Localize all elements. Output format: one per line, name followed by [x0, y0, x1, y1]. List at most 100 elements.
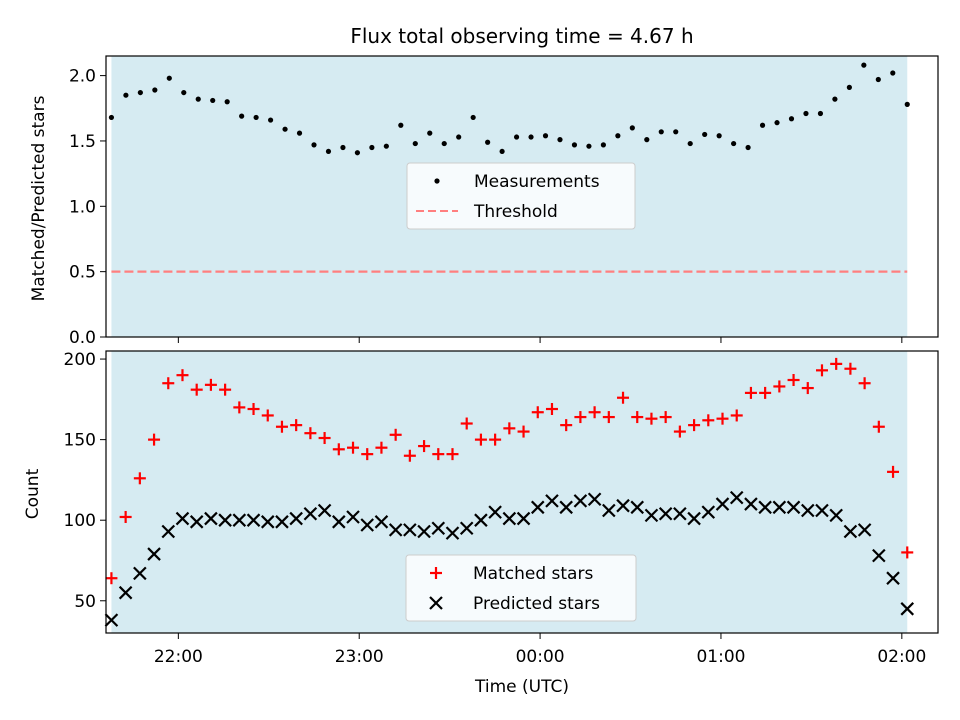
predicted-star-point — [147, 547, 161, 561]
predicted-x-b — [502, 511, 517, 526]
predicted-star-point — [602, 503, 616, 518]
matched-star-point — [787, 374, 800, 387]
measurement-point — [571, 142, 578, 148]
predicted-x-b — [246, 513, 261, 527]
predicted-star-point — [815, 503, 829, 518]
measurement-point — [224, 99, 230, 105]
measurement-point — [832, 96, 838, 102]
measurement-point — [166, 75, 172, 81]
measurement-point — [282, 126, 288, 132]
predicted-x-b — [573, 494, 588, 508]
predicted-x-b — [687, 511, 701, 526]
measurement-point — [354, 150, 361, 156]
matched-star-point — [872, 420, 885, 433]
matched-star-point — [631, 411, 644, 424]
matched-star-point — [716, 412, 729, 425]
matched-star-point — [318, 432, 331, 445]
measurement-point — [253, 114, 259, 121]
predicted-star-point — [246, 513, 261, 527]
matched-star-point — [403, 449, 416, 462]
top-panel: 0.00.51.01.52.0 Matched/Predicted stars … — [29, 55, 939, 348]
predicted-x-b — [445, 526, 460, 540]
predicted-x-b — [559, 500, 573, 515]
predicted-star-point — [346, 510, 360, 524]
measurement-point — [586, 143, 592, 149]
predicted-x-b — [388, 523, 403, 537]
measurement-point — [441, 140, 447, 147]
measurement-point — [861, 62, 867, 68]
measurement-point — [296, 130, 303, 136]
measurement-point — [398, 122, 404, 128]
matched-star-point — [190, 383, 203, 396]
matched-star-point — [830, 357, 843, 370]
predicted-x-b — [133, 566, 147, 581]
predicted-star-point — [189, 515, 204, 529]
predicted-x-b — [431, 521, 446, 536]
predicted-star-point — [204, 511, 218, 526]
predicted-star-point — [857, 523, 872, 537]
bottom-legend-box — [405, 554, 637, 622]
predicted-x-b — [317, 503, 332, 518]
measurement-point — [325, 148, 332, 155]
predicted-x-b — [474, 513, 488, 527]
predicted-x-b — [530, 500, 545, 515]
measurement-point — [427, 130, 433, 136]
predicted-star-point — [289, 511, 303, 526]
predicted-star-point — [545, 494, 559, 508]
measurement-point — [904, 101, 910, 107]
matched-star-point — [446, 448, 459, 461]
matched-star-point — [545, 403, 558, 416]
top-y-tick-label: 0.5 — [69, 263, 96, 283]
predicted-star-point — [758, 500, 772, 515]
predicted-star-point — [161, 524, 176, 539]
measurement-point — [369, 144, 375, 151]
predicted-star-point — [886, 571, 900, 585]
matched-star-point — [801, 382, 814, 395]
predicted-star-point — [133, 566, 147, 581]
measurement-point — [108, 114, 115, 121]
top-legend-box — [406, 162, 636, 230]
bottom-axis-ticks: 50 100 150 200 — [64, 350, 903, 639]
matched-star-point — [233, 401, 246, 414]
predicted-star-point — [388, 523, 403, 537]
measurement-point — [239, 113, 245, 119]
predicted-star-point — [317, 503, 332, 518]
predicted-star-point — [488, 505, 502, 519]
predicted-x-b — [772, 500, 787, 515]
measurement-point — [513, 134, 520, 140]
predicted-x-b — [175, 511, 190, 526]
predicted-x-b — [417, 524, 431, 539]
measurement-point — [644, 137, 650, 143]
predicted-star-point — [573, 494, 588, 508]
predicted-star-point — [630, 500, 645, 515]
measurement-point — [542, 133, 549, 139]
predicted-x-b — [744, 497, 758, 511]
predicted-x-b — [459, 521, 474, 536]
predicted-x-b — [857, 523, 872, 537]
matched-star-point — [474, 433, 487, 446]
measurement-point — [137, 89, 143, 96]
predicted-x-b — [204, 511, 218, 526]
top-axes-frame — [105, 55, 939, 338]
measurement-point — [615, 133, 621, 139]
measurement-point — [890, 70, 896, 76]
x-tick-label: 01:00 — [696, 647, 745, 667]
predicted-star-point — [104, 613, 119, 627]
measurement-point — [557, 137, 563, 143]
predicted-x-b — [289, 511, 303, 526]
predicted-star-point — [658, 506, 673, 521]
matched-star-point — [375, 441, 388, 454]
predicted-x-b — [545, 494, 559, 508]
predicted-x-b — [872, 548, 886, 563]
predicted-star-point — [417, 524, 431, 539]
predicted-star-point — [829, 508, 843, 523]
predicted-star-point — [118, 585, 133, 600]
predicted-x-b — [616, 498, 630, 513]
matched-star-point — [531, 406, 544, 419]
measurement-point — [340, 144, 346, 151]
predicted-x-b — [516, 511, 531, 526]
matched-star-point — [176, 369, 189, 382]
predicted-x-b — [360, 518, 375, 532]
predicted-star-point — [900, 602, 915, 616]
